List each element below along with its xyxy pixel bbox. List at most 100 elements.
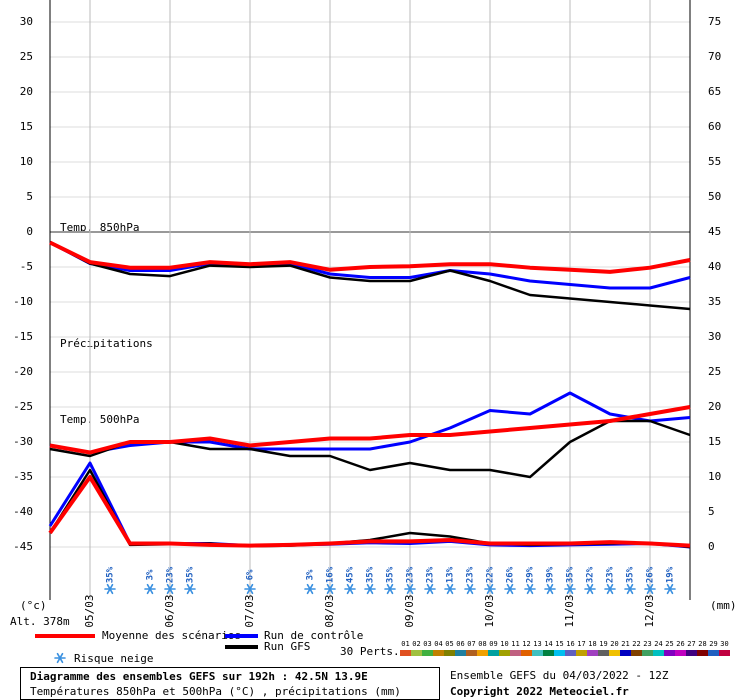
pert-name: 26 <box>676 640 684 648</box>
snow-risk-label: 23% <box>466 566 476 583</box>
pert-name: 29 <box>709 640 717 648</box>
pert-name: 19 <box>599 640 607 648</box>
x-tick-label: 09/03 <box>403 594 416 627</box>
t850-label: Temp. 850hPa <box>60 221 139 234</box>
y2-tick-label: 35 <box>708 295 721 308</box>
pert-swatch <box>521 650 532 656</box>
pert-name: 23 <box>643 640 651 648</box>
pert-name: 02 <box>412 640 420 648</box>
y2-tick-label: 60 <box>708 120 721 133</box>
pert-name: 11 <box>511 640 519 648</box>
y-tick-label: 20 <box>20 85 33 98</box>
snow-risk-label: 26% <box>646 566 656 583</box>
legend-label: Moyenne des scénarios <box>102 629 241 642</box>
pert-swatch <box>554 650 565 656</box>
y-tick-label: 15 <box>20 120 33 133</box>
precip-label: Précipitations <box>60 337 153 350</box>
pert-swatch <box>411 650 422 656</box>
pert-name: 28 <box>698 640 706 648</box>
y-tick-label: -25 <box>13 400 33 413</box>
snow-risk-label: 35% <box>186 566 196 583</box>
pert-swatch <box>675 650 686 656</box>
y2-tick-label: 55 <box>708 155 721 168</box>
y2-tick-label: 5 <box>708 505 715 518</box>
y-tick-label: 0 <box>26 225 33 238</box>
x-tick-label: 08/03 <box>323 594 336 627</box>
run-info: Ensemble GEFS du 04/03/2022 - 12Z <box>450 669 669 682</box>
pert-name: 21 <box>621 640 629 648</box>
snow-risk-label: 29% <box>526 566 536 583</box>
y2-tick-label: 15 <box>708 435 721 448</box>
copyright: Copyright 2022 Meteociel.fr <box>450 685 629 698</box>
title: Diagramme des ensembles GEFS sur 192h : … <box>30 670 368 683</box>
pert-swatch <box>400 650 411 656</box>
snow-risk-label: 35% <box>626 566 636 583</box>
snow-risk-label: 3% <box>146 569 156 580</box>
pert-swatch <box>488 650 499 656</box>
x-tick-label: 06/03 <box>163 594 176 627</box>
snow-risk-label: 13% <box>446 566 456 583</box>
x-tick-label: 12/03 <box>643 594 656 627</box>
pert-name: 25 <box>665 640 673 648</box>
run-line <box>49 241 691 290</box>
pert-swatch <box>543 650 554 656</box>
pert-name: 30 <box>720 640 728 648</box>
pert-swatch <box>609 650 620 656</box>
pert-swatch <box>477 650 488 656</box>
pert-name: 01 <box>401 640 409 648</box>
pert-name: 20 <box>610 640 618 648</box>
pert-name: 04 <box>434 640 442 648</box>
y-tick-label: -5 <box>20 260 33 273</box>
pert-swatch <box>576 650 587 656</box>
pert-name: 18 <box>588 640 596 648</box>
subtitle: Températures 850hPa et 500hPa (°C) , pré… <box>30 685 401 698</box>
pert-name: 22 <box>632 640 640 648</box>
y2-tick-label: 45 <box>708 225 721 238</box>
y-tick-label: 5 <box>26 190 33 203</box>
y-tick-label: 30 <box>20 15 33 28</box>
snow-risk-label: 23% <box>406 566 416 583</box>
pert-swatch <box>631 650 642 656</box>
pert-swatch <box>719 650 730 656</box>
pert-swatch <box>466 650 477 656</box>
pert-swatch <box>422 650 433 656</box>
y-unit: (°c) <box>20 599 47 612</box>
perts-label: 30 Perts. <box>340 645 400 658</box>
pert-name: 10 <box>500 640 508 648</box>
y2-tick-label: 50 <box>708 190 721 203</box>
y-tick-label: -40 <box>13 505 33 518</box>
y-tick-label: 25 <box>20 50 33 63</box>
x-tick-label: 07/03 <box>243 594 256 627</box>
snow-risk-label: 39% <box>546 566 556 583</box>
pert-swatch <box>455 650 466 656</box>
pert-swatch <box>697 650 708 656</box>
pert-name: 09 <box>489 640 497 648</box>
snow-risk-label: 45% <box>346 566 356 583</box>
pert-swatch <box>642 650 653 656</box>
legend-label: Run de contrôle <box>264 629 363 642</box>
snow-risk-label: 23% <box>166 566 176 583</box>
snow-risk-label: 35% <box>366 566 376 583</box>
pert-name: 15 <box>555 640 563 648</box>
pert-name: 03 <box>423 640 431 648</box>
y-tick-label: -45 <box>13 540 33 553</box>
run-line <box>48 475 691 548</box>
y2-unit: (mm) <box>710 599 737 612</box>
snow-risk-label: 26% <box>506 566 516 583</box>
legend-label: Run GFS <box>264 640 310 653</box>
x-tick-label: 11/03 <box>563 594 576 627</box>
y2-tick-label: 0 <box>708 540 715 553</box>
pert-swatch <box>587 650 598 656</box>
y2-tick-label: 75 <box>708 15 721 28</box>
y-tick-label: 10 <box>20 155 33 168</box>
t500-label: Temp. 500hPa <box>60 413 139 426</box>
snow-risk-label: 16% <box>326 566 336 583</box>
pert-swatch <box>664 650 675 656</box>
pert-swatch <box>510 650 521 656</box>
pert-name: 06 <box>456 640 464 648</box>
pert-swatch <box>433 650 444 656</box>
y2-tick-label: 40 <box>708 260 721 273</box>
run-line <box>49 405 691 455</box>
altitude: Alt. 378m <box>10 615 70 628</box>
pert-swatch <box>653 650 664 656</box>
